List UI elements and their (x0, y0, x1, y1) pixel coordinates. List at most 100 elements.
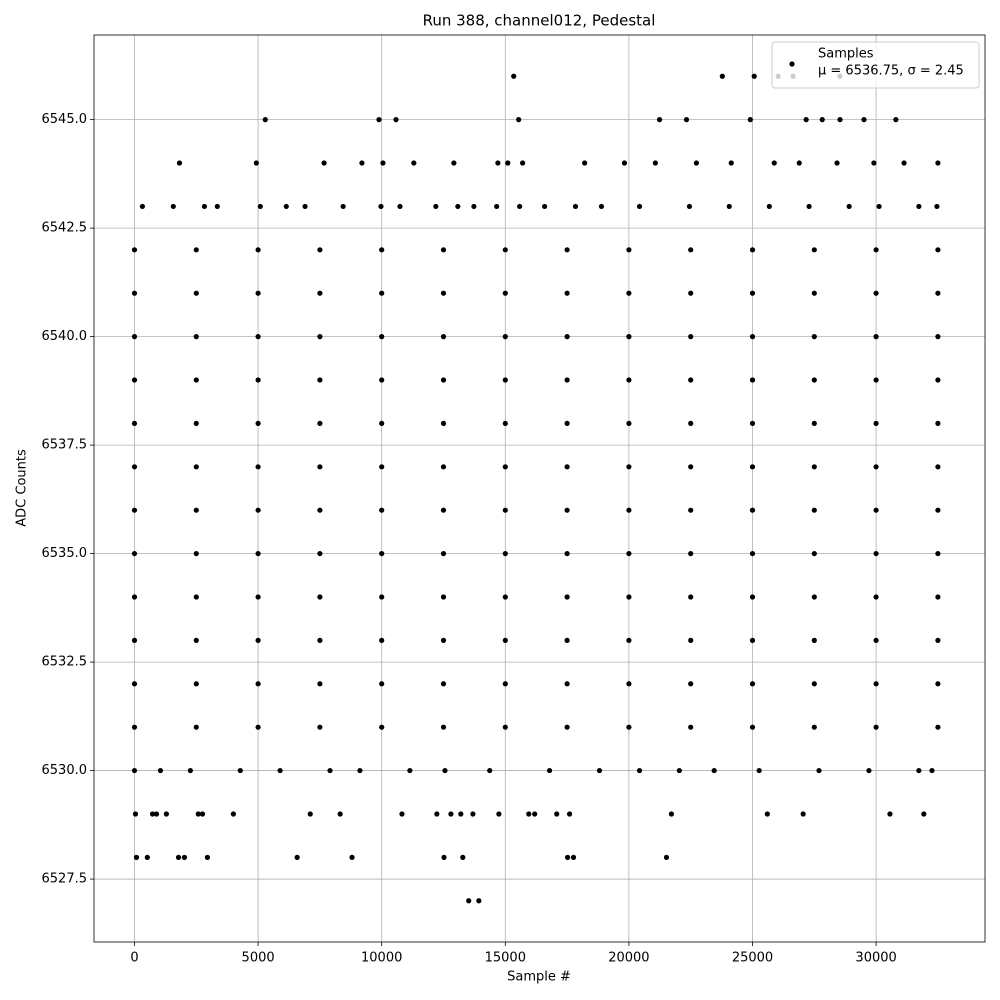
point (935, 334, 941, 340)
point (636, 767, 643, 774)
point (873, 724, 879, 730)
point (502, 507, 508, 513)
point (873, 290, 879, 296)
point (893, 117, 899, 123)
point (652, 160, 658, 166)
point (887, 811, 893, 817)
point (764, 811, 770, 817)
point (935, 420, 941, 427)
point (440, 464, 447, 470)
point (214, 203, 220, 210)
point (193, 507, 199, 513)
point (873, 420, 879, 427)
point (749, 724, 756, 730)
point (502, 724, 508, 730)
point (688, 420, 694, 427)
point (255, 377, 261, 383)
point (317, 724, 323, 730)
point (564, 854, 571, 860)
x-tick-label: 25000 (732, 951, 773, 966)
point (570, 854, 577, 860)
point (494, 203, 500, 210)
point (749, 507, 756, 513)
point (193, 420, 199, 427)
point (626, 247, 632, 253)
point (564, 247, 570, 253)
point (876, 203, 882, 210)
point (187, 767, 193, 774)
point (502, 464, 508, 470)
point (470, 811, 476, 817)
point (505, 160, 511, 166)
point (255, 637, 261, 643)
point (317, 377, 323, 383)
point (379, 594, 385, 600)
point (283, 203, 289, 210)
point (294, 854, 300, 860)
point (766, 203, 772, 210)
point (935, 507, 941, 513)
point (596, 767, 603, 774)
point (253, 160, 259, 166)
point (153, 811, 160, 817)
point (131, 420, 138, 427)
point (751, 73, 757, 79)
point (935, 377, 941, 383)
x-tick-label: 10000 (361, 951, 402, 966)
point (440, 377, 447, 383)
point (873, 681, 879, 687)
point (440, 507, 447, 513)
point (502, 290, 508, 296)
point (131, 507, 138, 513)
x-tick-label: 0 (130, 951, 138, 966)
point (317, 290, 323, 296)
point (688, 550, 694, 557)
point (626, 594, 632, 600)
point (811, 550, 817, 557)
point (626, 334, 632, 340)
point (693, 160, 699, 166)
point (337, 811, 343, 817)
point (201, 203, 208, 210)
point (193, 377, 199, 383)
point (230, 811, 236, 817)
point (873, 247, 879, 253)
point (626, 681, 632, 687)
point (719, 73, 725, 79)
plot-frame (93, 34, 986, 943)
point (379, 290, 385, 296)
points (131, 73, 941, 904)
point (255, 550, 261, 557)
point (193, 464, 199, 470)
point (564, 550, 570, 557)
point (626, 420, 632, 427)
point (582, 160, 588, 166)
y-tick-label: 6540.0 (42, 329, 88, 344)
point (626, 724, 632, 730)
point (193, 334, 199, 340)
point (873, 637, 879, 643)
point (688, 290, 694, 296)
point (626, 637, 632, 643)
point (455, 203, 461, 210)
x-tick-label: 30000 (855, 951, 896, 966)
point (502, 637, 508, 643)
point (688, 724, 694, 730)
point (935, 594, 941, 600)
point (676, 767, 682, 774)
point (131, 464, 138, 470)
point (934, 203, 940, 210)
point (399, 811, 405, 817)
point (255, 334, 261, 340)
point (686, 203, 693, 210)
point (935, 724, 941, 730)
point (451, 160, 457, 166)
point (440, 681, 447, 687)
point (397, 203, 403, 210)
point (471, 203, 477, 210)
point (873, 507, 879, 513)
point (656, 117, 663, 123)
point (357, 767, 363, 774)
point (255, 594, 261, 600)
point (193, 681, 199, 687)
